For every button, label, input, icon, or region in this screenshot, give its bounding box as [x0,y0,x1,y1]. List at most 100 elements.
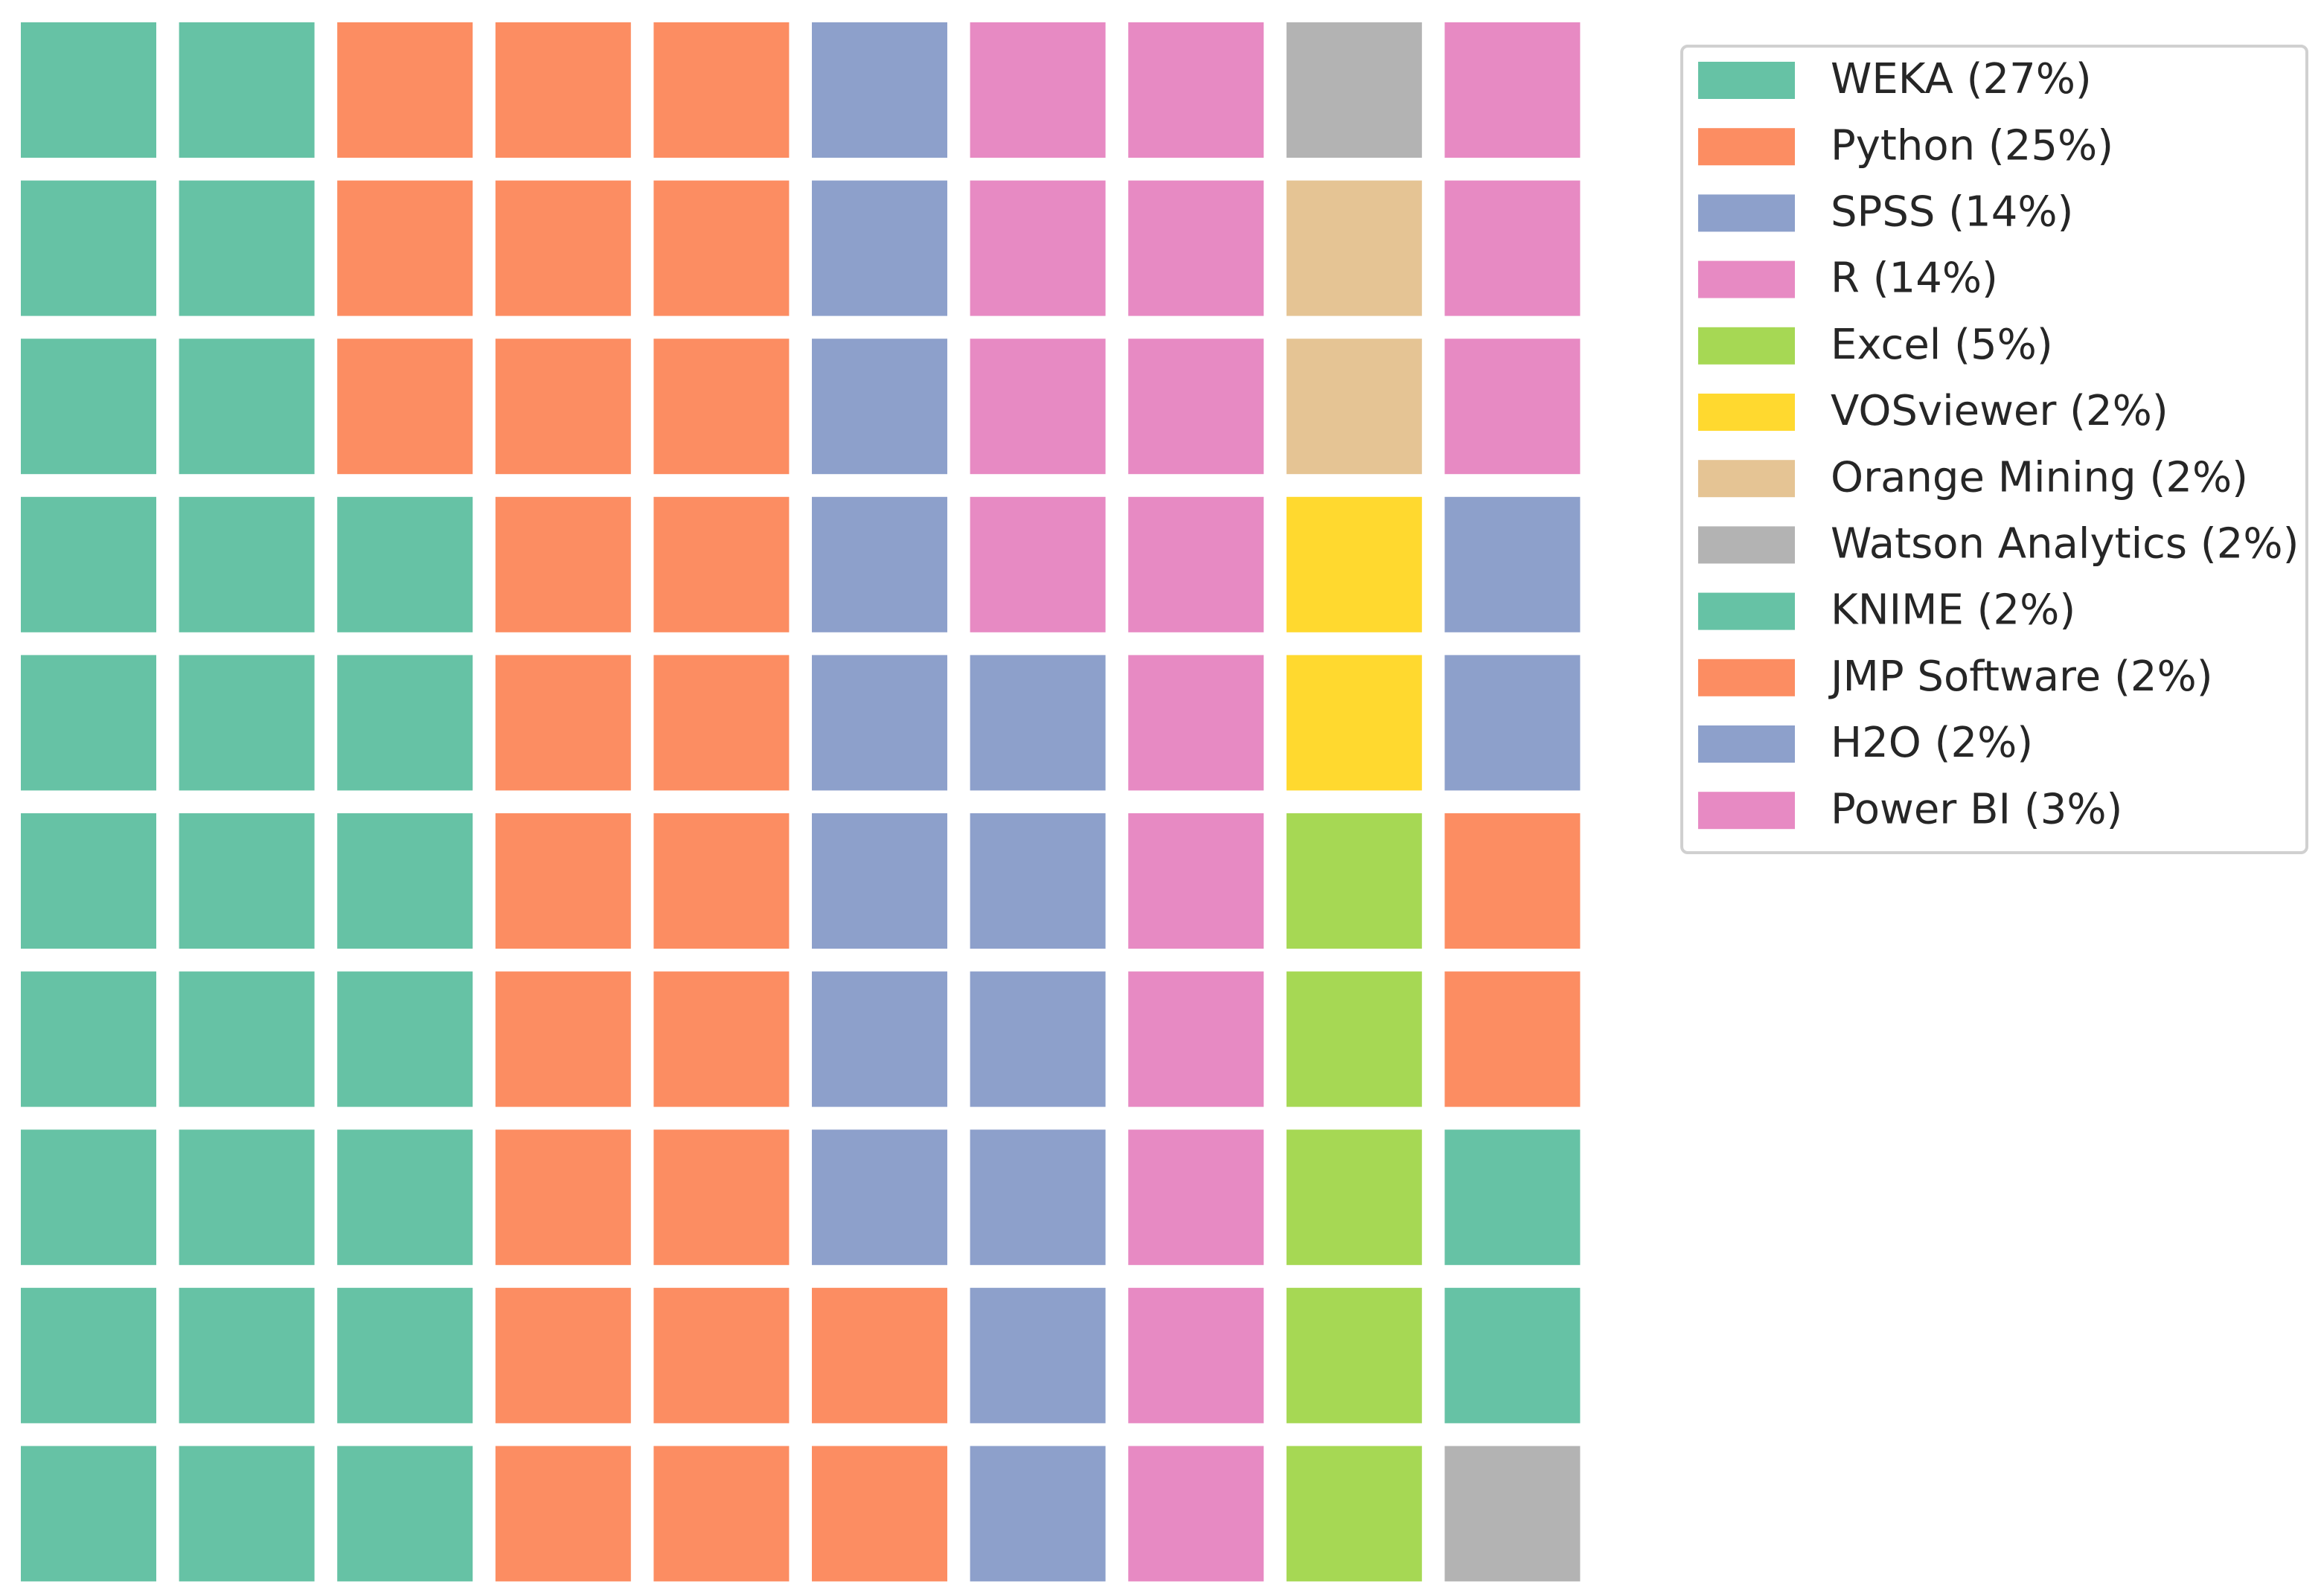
waffle-cell [495,971,631,1107]
waffle-cell [179,1446,315,1582]
waffle-cell [970,813,1106,949]
waffle-cell [495,339,631,475]
waffle-cell [1128,971,1264,1107]
waffle-cell [179,339,315,475]
waffle-cell [1128,180,1264,316]
waffle-cell [337,1129,473,1266]
waffle-cell [812,1446,947,1582]
waffle-cell [495,655,631,791]
waffle-cell [812,339,947,475]
legend-swatch [1698,725,1795,763]
waffle-cell [179,813,315,949]
waffle-cell [970,971,1106,1107]
waffle-cell [179,22,315,158]
legend-swatch [1698,327,1795,365]
waffle-cell [653,1287,790,1423]
waffle-cell [1128,655,1264,791]
waffle-cell [21,1287,156,1423]
waffle-cell [653,1129,790,1266]
waffle-cell [495,1287,631,1423]
waffle-cell [1286,496,1422,632]
waffle-cell [21,496,156,632]
waffle-cell [337,971,473,1107]
waffle-cell [1444,1287,1581,1423]
legend-label: Excel (5%) [1831,321,2053,369]
waffle-cell [653,1446,790,1582]
legend-swatch [1698,62,1795,99]
waffle-cell [970,180,1106,316]
legend-swatch [1698,592,1795,630]
legend-swatch [1698,394,1795,431]
legend-swatch [1698,460,1795,498]
legend-swatch [1698,128,1795,166]
waffle-cell [179,1287,315,1423]
waffle-cell [1128,22,1264,158]
waffle-cell [495,180,631,316]
legend-label: R (14%) [1831,254,1998,303]
waffle-cell [970,339,1106,475]
waffle-cell [1444,22,1581,158]
waffle-cell [21,1446,156,1582]
waffle-cell [21,655,156,791]
legend-label: KNIME (2%) [1831,586,2075,635]
waffle-cell [653,655,790,791]
waffle-cell [970,496,1106,632]
waffle-cell [1128,813,1264,949]
waffle-cell [21,1129,156,1266]
waffle-cell [1286,655,1422,791]
waffle-cell [21,180,156,316]
waffle-cell [179,655,315,791]
waffle-cell [1286,1287,1422,1423]
waffle-cell [1444,813,1581,949]
waffle-cell [653,180,790,316]
legend-label: Orange Mining (2%) [1831,453,2248,501]
waffle-cell [1128,339,1264,475]
waffle-cell [1444,496,1581,632]
waffle-cell [179,180,315,316]
waffle-cell [1286,971,1422,1107]
waffle-cell [1128,1287,1264,1423]
legend-label: Python (25%) [1831,121,2113,170]
waffle-cell [495,22,631,158]
waffle-cell [970,1129,1106,1266]
waffle-cell [1286,22,1422,158]
waffle-cell [812,496,947,632]
legend-label: Power BI (3%) [1831,785,2122,833]
legend-label: VOSviewer (2%) [1831,387,2168,435]
waffle-cell [21,22,156,158]
waffle-cell [337,1287,473,1423]
waffle-cell [653,339,790,475]
legend-box [1680,45,2308,854]
waffle-cell [812,180,947,316]
waffle-cell [337,22,473,158]
waffle-cell [179,496,315,632]
legend-swatch [1698,526,1795,564]
waffle-cell [970,22,1106,158]
waffle-cell [653,496,790,632]
legend-label: SPSS (14%) [1831,188,2073,237]
waffle-cell [1444,180,1581,316]
waffle-cell [337,813,473,949]
waffle-cell [21,813,156,949]
waffle-cell [812,1287,947,1423]
legend-swatch [1698,260,1795,298]
waffle-cell [1128,1129,1264,1266]
waffle-cell [1286,180,1422,316]
waffle-cell [21,339,156,475]
waffle-cell [812,813,947,949]
waffle-cell [337,339,473,475]
waffle-cell [653,22,790,158]
waffle-cell [812,22,947,158]
legend-swatch [1698,658,1795,696]
waffle-cell [812,971,947,1107]
waffle-cell [1444,1129,1581,1266]
waffle-cell [337,1446,473,1582]
waffle-cell [179,971,315,1107]
waffle-cell [495,813,631,949]
waffle-cell [21,971,156,1107]
waffle-cell [1286,1446,1422,1582]
waffle-cell [337,655,473,791]
waffle-cell [495,1129,631,1266]
waffle-cell [653,813,790,949]
